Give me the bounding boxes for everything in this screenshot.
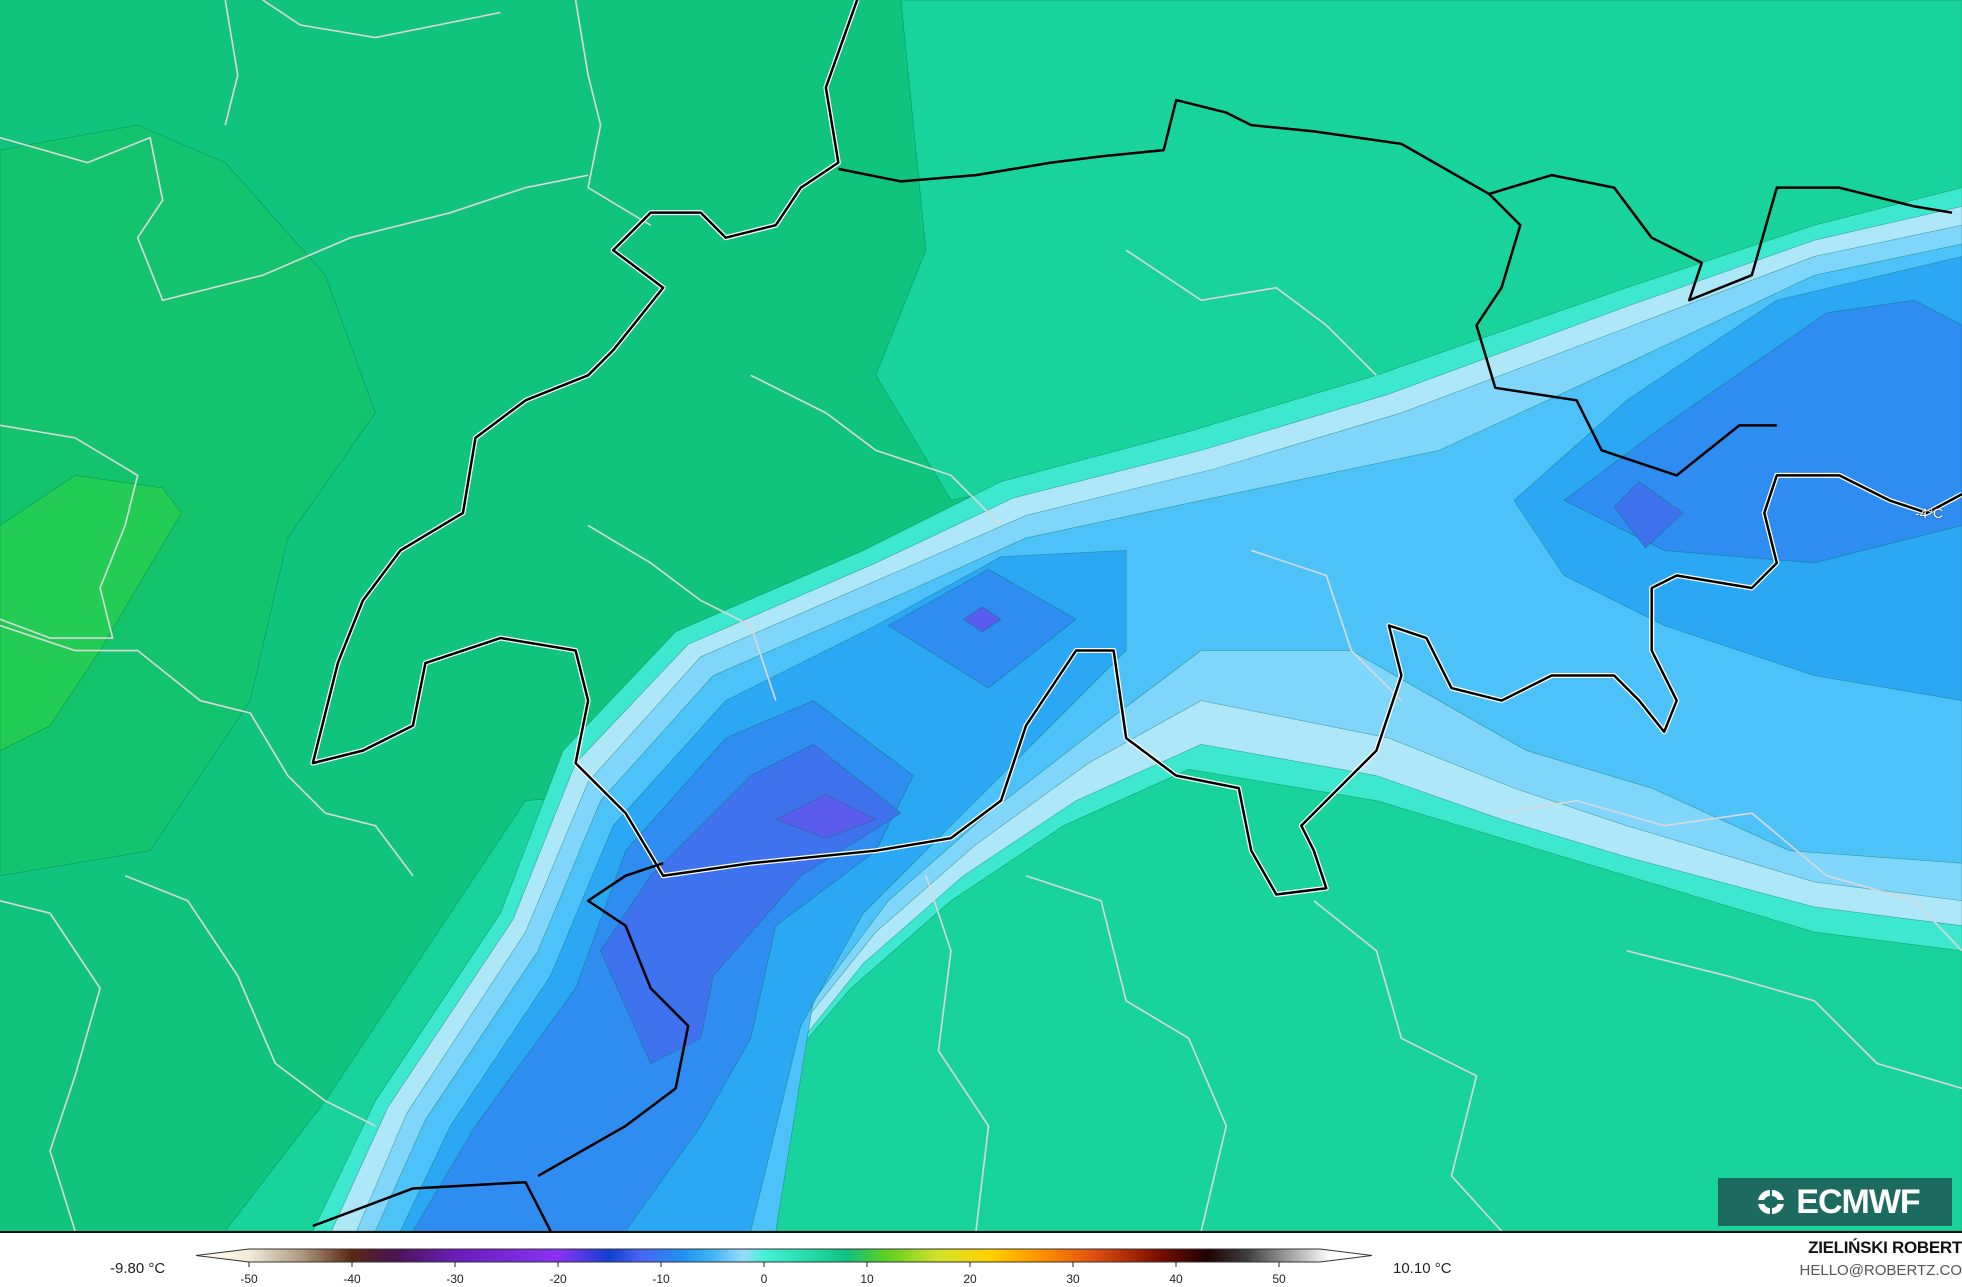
colorbar-tick-label: -10 bbox=[652, 1272, 670, 1286]
country-borders bbox=[310, 0, 1962, 1231]
colorbar-tick-label: 30 bbox=[1066, 1272, 1080, 1286]
colorbar: -50 -40 -30 -20 -10 0 10 20 30 40 50 bbox=[195, 1248, 1373, 1286]
colorbar-tick-label: 20 bbox=[963, 1272, 977, 1286]
colorbar-tick-label: 40 bbox=[1169, 1272, 1183, 1286]
colorbar-ticks: -50 -40 -30 -20 -10 0 10 20 30 40 50 bbox=[240, 1262, 1286, 1286]
colorbar-tick-label: 50 bbox=[1272, 1272, 1286, 1286]
contour-blue3-east bbox=[1563, 299, 1962, 564]
author-email: HELLO@ROBERTZ.CO bbox=[1799, 1262, 1962, 1279]
colorbar-tick-label: -50 bbox=[240, 1272, 258, 1286]
contour-violet bbox=[775, 794, 877, 839]
colorbar-min-label: -9.80 °C bbox=[110, 1260, 166, 1277]
author-name: ZIELIŃSKI ROBERT bbox=[1808, 1238, 1962, 1257]
contour-violet-north bbox=[962, 606, 1002, 633]
ecmwf-logo-text: ECMWF bbox=[1796, 1182, 1920, 1221]
colorbar-tick-label: 10 bbox=[860, 1272, 874, 1286]
contour-warmest-west bbox=[0, 475, 182, 751]
contour-warm-west bbox=[0, 124, 376, 877]
colorbar-tick-label: -20 bbox=[549, 1272, 567, 1286]
point-temperature-label: -4°C bbox=[1915, 505, 1944, 521]
admin-boundaries bbox=[0, 0, 1962, 1231]
temperature-map[interactable] bbox=[0, 0, 1962, 1233]
colorbar-tick-label: -40 bbox=[343, 1272, 361, 1286]
ecmwf-logo: ECMWF bbox=[1718, 1178, 1952, 1226]
colorbar-tick-label: -30 bbox=[446, 1272, 464, 1286]
contour-blue4-east bbox=[1613, 481, 1684, 549]
ecmwf-symbol-icon bbox=[1750, 1190, 1793, 1214]
colorbar-bar bbox=[195, 1248, 1373, 1263]
colorbar-tick-label: 0 bbox=[761, 1272, 768, 1286]
colorbar-max-label: 10.10 °C bbox=[1393, 1260, 1452, 1277]
